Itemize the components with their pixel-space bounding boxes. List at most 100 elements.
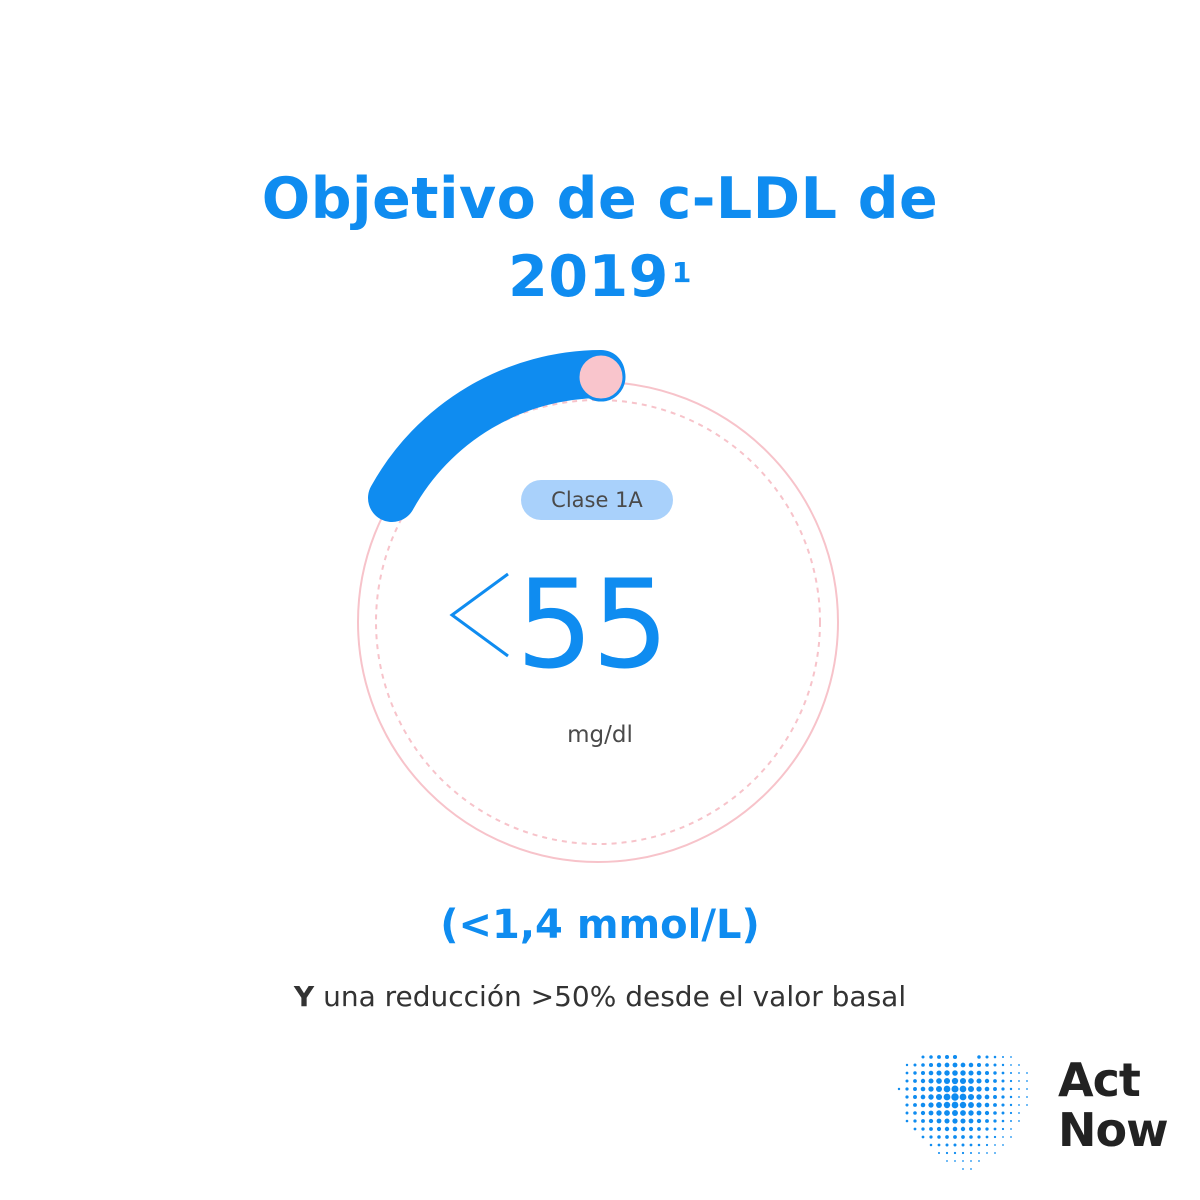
logo-dot xyxy=(960,1062,966,1068)
logo-dot xyxy=(905,1103,909,1107)
logo-dot xyxy=(976,1062,982,1068)
logo-dot xyxy=(944,1054,950,1060)
logo-dot xyxy=(1009,1087,1013,1091)
logo-dot xyxy=(945,1135,949,1139)
logo-dot xyxy=(928,1118,934,1124)
logo-dot xyxy=(935,1093,943,1101)
logo-dot xyxy=(993,1071,997,1075)
logo-dot xyxy=(905,1087,909,1091)
logo-dot xyxy=(1002,1136,1004,1138)
logo-dot xyxy=(976,1078,982,1084)
logo-dot xyxy=(1010,1128,1012,1130)
logo-dot xyxy=(952,1070,958,1076)
logo-dot xyxy=(920,1110,926,1116)
logo-dot xyxy=(928,1102,934,1108)
logo-dot xyxy=(952,1118,958,1124)
brand-wordmark: Act Now xyxy=(1058,1053,1169,1157)
logo-dot xyxy=(978,1152,980,1154)
logo-dot xyxy=(1010,1064,1012,1066)
logo-dot xyxy=(984,1102,990,1108)
logo-dot xyxy=(928,1062,934,1068)
class-badge: Clase 1A xyxy=(521,480,673,520)
logo-dot xyxy=(985,1119,989,1123)
logo-dot xyxy=(905,1119,909,1123)
logo-dot xyxy=(968,1126,974,1132)
logo-dot xyxy=(921,1135,925,1139)
logo-dot xyxy=(952,1126,958,1132)
logo-dot xyxy=(1002,1056,1004,1058)
logo-dot xyxy=(969,1135,973,1139)
logo-dot xyxy=(920,1086,926,1092)
logo-dot xyxy=(944,1118,950,1124)
logo-dot xyxy=(984,1094,990,1100)
logo-dot xyxy=(976,1070,982,1076)
logo-dot xyxy=(976,1118,982,1124)
logo-dot xyxy=(943,1077,951,1085)
logo-dot xyxy=(943,1093,951,1101)
logo-dot xyxy=(936,1078,942,1084)
logo-dot xyxy=(928,1070,934,1076)
gauge-inner-dashed-ring xyxy=(375,399,821,845)
logo-dot xyxy=(1002,1144,1004,1146)
logo-dot xyxy=(921,1127,925,1131)
logo-dot xyxy=(969,1143,973,1147)
logo-dot xyxy=(1009,1079,1013,1083)
logo-dot xyxy=(1001,1071,1005,1075)
footnote-reference: 1 xyxy=(671,256,692,289)
logo-dot xyxy=(954,1160,956,1162)
logo-dot xyxy=(953,1143,957,1147)
logo-dot xyxy=(897,1087,901,1091)
brand-line-1: Act xyxy=(1058,1053,1141,1107)
logo-dot xyxy=(967,1093,975,1101)
page-title: Objetivo de c-LDL de 2019 1 xyxy=(0,160,1200,316)
logo-dot xyxy=(951,1101,959,1109)
title-line-1: Objetivo de c-LDL de xyxy=(261,166,939,232)
logo-dot xyxy=(1018,1064,1020,1066)
logo-dot xyxy=(1010,1136,1012,1138)
logo-dot xyxy=(993,1095,997,1099)
logo-dot xyxy=(961,1143,965,1147)
logo-dot xyxy=(960,1126,966,1132)
logo-dot xyxy=(944,1126,950,1132)
logo-dot xyxy=(929,1055,933,1059)
logo-dot xyxy=(913,1095,917,1099)
logo-dot xyxy=(935,1085,943,1093)
logo-dot xyxy=(1009,1103,1013,1107)
logo-dot xyxy=(913,1127,917,1131)
logo-dot xyxy=(993,1055,997,1059)
logo-dot xyxy=(1018,1096,1020,1098)
logo-dot xyxy=(959,1085,967,1093)
logo-dot xyxy=(953,1151,957,1155)
logo-dot xyxy=(913,1063,917,1067)
logo-dot xyxy=(1018,1104,1020,1106)
logo-dot xyxy=(978,1160,980,1162)
logo-dot xyxy=(1026,1072,1028,1074)
logo-dot xyxy=(937,1151,941,1155)
logo-dot xyxy=(1018,1112,1020,1114)
logo-dot xyxy=(960,1070,966,1076)
brand-line-2: Now xyxy=(1058,1103,1169,1157)
logo-dot xyxy=(984,1086,990,1092)
logo-dot xyxy=(936,1118,942,1124)
logo-dot xyxy=(977,1127,981,1131)
target-unit: mg/dl xyxy=(567,722,633,748)
logo-dot xyxy=(1018,1088,1020,1090)
logo-dot xyxy=(913,1103,917,1107)
logo-dot xyxy=(1009,1095,1013,1099)
logo-dot xyxy=(913,1119,917,1123)
logo-dot xyxy=(937,1055,941,1059)
logo-dot xyxy=(985,1055,989,1059)
logo-dot xyxy=(944,1070,950,1076)
logo-dot xyxy=(943,1085,951,1093)
logo-dot xyxy=(962,1168,964,1170)
logo-dot xyxy=(1001,1063,1005,1067)
logo-dot xyxy=(951,1085,959,1093)
logo-dot xyxy=(986,1152,988,1154)
logo-dot xyxy=(968,1110,974,1116)
logo-dot xyxy=(937,1143,941,1147)
mmol-equivalent: (<1,4 mmol/L) xyxy=(440,902,760,948)
logo-dot xyxy=(994,1152,996,1154)
logo-dot xyxy=(993,1063,997,1067)
logo-dot xyxy=(913,1087,917,1091)
